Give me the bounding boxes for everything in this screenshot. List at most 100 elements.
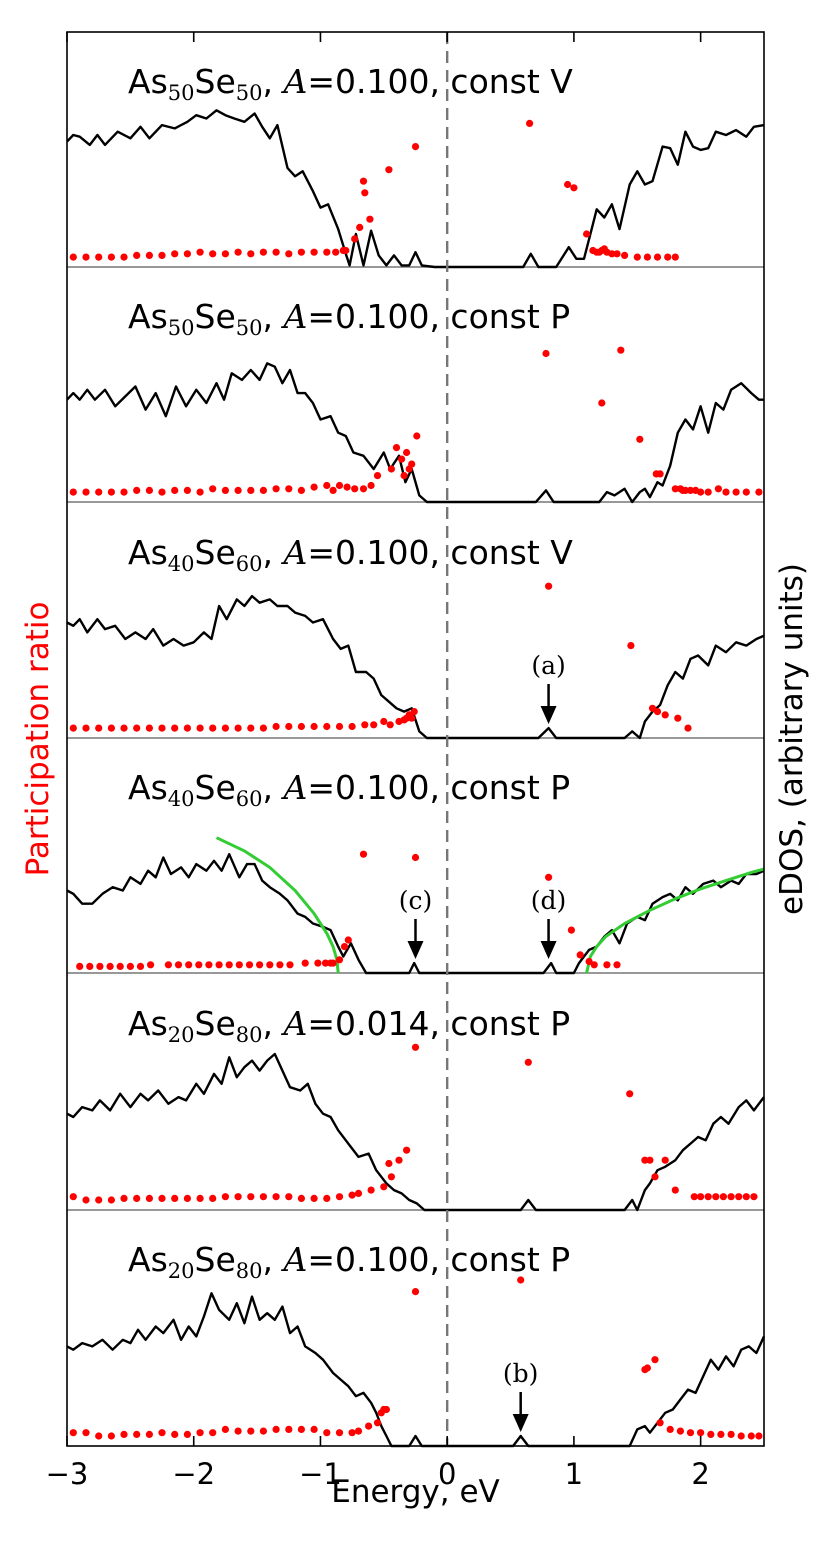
title-parameter-a: A xyxy=(280,1240,307,1279)
title-mode: , const V xyxy=(429,533,573,572)
participation-ratio-point xyxy=(351,485,359,493)
participation-ratio-point xyxy=(96,962,104,971)
title-mode: , const P xyxy=(429,297,570,336)
panel-title: As50Se50, A=0.100, const V xyxy=(128,62,573,105)
participation-ratio-point xyxy=(651,1173,659,1181)
participation-ratio-point xyxy=(684,724,692,732)
participation-ratio-point xyxy=(361,721,369,729)
edos-series-line xyxy=(66,1292,766,1448)
title-subscript-se: 60 xyxy=(236,787,263,811)
x-tick-label: −3 xyxy=(46,1457,89,1491)
participation-ratio-point xyxy=(661,711,669,719)
participation-ratio-point xyxy=(286,961,294,969)
participation-ratio-point xyxy=(340,943,349,951)
participation-ratio-point xyxy=(564,180,572,189)
participation-ratio-point xyxy=(643,253,652,261)
participation-ratio-point xyxy=(727,1193,735,1201)
edos-series-line xyxy=(66,109,765,269)
participation-ratio-point xyxy=(82,724,90,732)
participation-ratio-point xyxy=(676,1427,685,1435)
participation-ratio-point xyxy=(82,1196,90,1204)
participation-ratio-point xyxy=(183,1430,191,1438)
title-parameter-a: A xyxy=(280,1004,307,1043)
arrow-head xyxy=(540,941,557,959)
participation-ratio-point xyxy=(310,248,318,256)
participation-ratio-point xyxy=(171,486,179,494)
participation-ratio-point xyxy=(697,1429,705,1437)
title-separator: , xyxy=(263,297,284,336)
participation-ratio-point xyxy=(686,486,695,494)
participation-ratio-point xyxy=(742,488,750,496)
participation-ratio-point xyxy=(209,1429,217,1437)
participation-ratio-point xyxy=(183,1194,191,1202)
participation-ratio-point xyxy=(617,346,625,354)
participation-ratio-point xyxy=(323,248,331,256)
participation-ratio-point xyxy=(400,472,408,480)
title-parameter-value: =0.100 xyxy=(307,1240,429,1279)
participation-ratio-point xyxy=(570,184,578,192)
participation-ratio-point xyxy=(646,1156,654,1164)
participation-ratio-point xyxy=(329,959,337,967)
participation-ratio-point xyxy=(626,1090,634,1098)
participation-ratio-point xyxy=(585,957,593,966)
participation-ratio-point xyxy=(321,959,330,967)
participation-ratio-point xyxy=(225,961,233,969)
participation-ratio-point xyxy=(410,708,418,716)
arrow-head xyxy=(407,941,424,959)
participation-ratio-point xyxy=(145,251,153,259)
participation-ratio-point xyxy=(205,961,213,969)
x-tick-label: 2 xyxy=(691,1457,709,1491)
participation-ratio-point xyxy=(361,189,369,197)
participation-ratio-point xyxy=(742,1193,750,1201)
title-mode: , const V xyxy=(429,62,573,101)
participation-ratio-point xyxy=(310,1194,318,1202)
participation-ratio-point xyxy=(145,486,153,494)
participation-ratio-point xyxy=(323,1429,331,1437)
arrow-label: (d) xyxy=(531,886,567,915)
participation-ratio-point xyxy=(386,721,394,729)
participation-ratio-point xyxy=(411,1043,420,1051)
participation-ratio-point xyxy=(373,1419,382,1427)
participation-ratio-point xyxy=(567,926,576,934)
participation-ratio-point xyxy=(272,1425,280,1433)
x-axis: −3 −2 −1 0 1 2 xyxy=(46,32,710,1491)
participation-ratio-point xyxy=(221,250,229,258)
participation-ratio-point xyxy=(704,1193,712,1201)
participation-ratio-point xyxy=(69,1193,77,1201)
participation-ratio-point xyxy=(209,485,217,493)
participation-ratio-point xyxy=(310,1425,318,1433)
participation-ratio-point xyxy=(158,1194,166,1202)
title-subscript-se: 50 xyxy=(236,316,263,340)
participation-ratio-point xyxy=(183,724,191,732)
participation-ratio-point xyxy=(247,1427,255,1435)
participation-ratio-point xyxy=(133,1194,141,1202)
participation-ratio-point xyxy=(737,1432,745,1440)
participation-ratio-point xyxy=(272,1193,280,1201)
participation-ratio-point xyxy=(411,143,420,151)
arrow-label: (a) xyxy=(531,651,565,680)
participation-ratio-point xyxy=(221,1193,229,1201)
participation-ratio-point xyxy=(380,1183,388,1191)
participation-ratio-point xyxy=(343,483,351,491)
participation-ratio-point xyxy=(69,1429,77,1437)
panel-2: As50Se50, A=0.100, const P xyxy=(66,297,764,504)
title-separator: , xyxy=(263,1004,284,1043)
participation-ratio-point xyxy=(727,1430,735,1438)
participation-ratio-point xyxy=(517,1276,525,1284)
participation-ratio-point xyxy=(385,166,393,174)
participation-ratio-point xyxy=(344,936,352,944)
participation-ratio-point xyxy=(310,483,318,491)
participation-ratio-point xyxy=(385,1159,393,1168)
participation-ratio-point xyxy=(145,724,153,732)
title-subscript-as: 20 xyxy=(168,1259,195,1283)
participation-ratio-point xyxy=(285,722,293,731)
participation-ratio-point xyxy=(266,961,274,969)
participation-ratio-point xyxy=(95,253,103,261)
participation-ratio-point xyxy=(671,253,679,261)
panel-4: (c) (d) As40Se60, A=0.100, const P xyxy=(66,768,765,975)
participation-ratio-point xyxy=(351,235,359,243)
plot-frame xyxy=(66,31,765,1447)
title-mode: , const P xyxy=(429,1240,570,1279)
participation-ratio-point xyxy=(359,177,368,185)
